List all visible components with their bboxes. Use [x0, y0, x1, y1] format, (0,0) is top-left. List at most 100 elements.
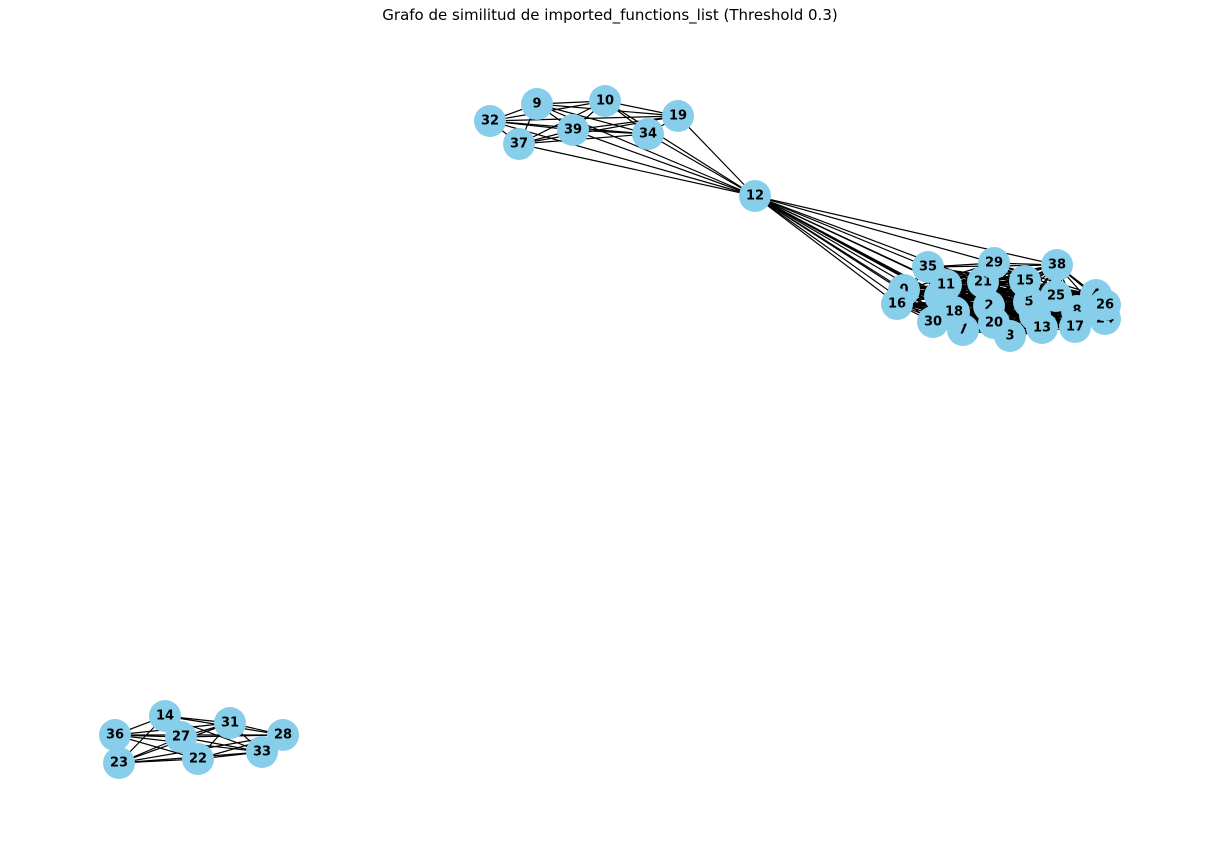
node-13: 13 — [1026, 312, 1058, 344]
node-25: 25 — [1040, 280, 1072, 312]
edge-12-21 — [754, 195, 984, 283]
node-circle-35 — [912, 251, 944, 283]
node-label-21: 21 — [974, 275, 992, 290]
node-label-7: 7 — [958, 323, 967, 338]
node-label-5: 5 — [1024, 295, 1033, 310]
node-32: 32 — [474, 105, 506, 137]
edge-12-29 — [754, 195, 995, 264]
edge-12-18 — [754, 195, 955, 313]
node-31: 31 — [214, 707, 246, 739]
node-label-19: 19 — [669, 109, 687, 124]
node-34: 34 — [632, 118, 664, 150]
node-16: 16 — [881, 288, 913, 320]
node-circle-10 — [589, 85, 621, 117]
node-label-22: 22 — [189, 752, 207, 767]
node-circle-25 — [1040, 280, 1072, 312]
node-23: 23 — [103, 747, 135, 779]
edge-12-37 — [518, 143, 756, 197]
node-label-20: 20 — [985, 316, 1003, 331]
node-17: 17 — [1059, 311, 1091, 343]
node-36: 36 — [99, 719, 131, 751]
node-label-11: 11 — [937, 278, 955, 293]
edge-layer — [114, 100, 1106, 764]
node-label-15: 15 — [1016, 274, 1034, 289]
node-29: 29 — [978, 247, 1010, 279]
node-circle-34 — [632, 118, 664, 150]
node-label-30: 30 — [924, 315, 942, 330]
node-33: 33 — [246, 736, 278, 768]
node-label-23: 23 — [110, 756, 128, 771]
node-circle-19 — [662, 100, 694, 132]
node-label-3: 3 — [1005, 329, 1014, 344]
node-label-18: 18 — [945, 305, 963, 320]
edge-12-32 — [489, 120, 756, 197]
node-20: 20 — [978, 307, 1010, 339]
node-circle-38 — [1041, 249, 1073, 281]
node-label-13: 13 — [1033, 321, 1051, 336]
node-layer: 0123456789101112131415161718192021222324… — [99, 85, 1121, 779]
node-label-8: 8 — [1072, 304, 1081, 319]
node-circle-27 — [165, 721, 197, 753]
node-label-36: 36 — [106, 728, 124, 743]
edge-12-35 — [754, 195, 929, 268]
node-circle-17 — [1059, 311, 1091, 343]
node-label-26: 26 — [1096, 298, 1114, 313]
node-label-38: 38 — [1048, 258, 1066, 273]
node-circle-30 — [917, 306, 949, 338]
node-label-34: 34 — [639, 127, 657, 142]
node-label-25: 25 — [1047, 289, 1065, 304]
chart-title: Grafo de similitud de imported_functions… — [382, 6, 838, 24]
node-circle-37 — [503, 128, 535, 160]
node-15: 15 — [1009, 265, 1041, 297]
node-label-16: 16 — [888, 297, 906, 312]
node-label-17: 17 — [1066, 320, 1084, 335]
node-circle-29 — [978, 247, 1010, 279]
edge-12-16 — [754, 195, 898, 305]
node-label-2: 2 — [984, 299, 993, 314]
node-37: 37 — [503, 128, 535, 160]
node-label-39: 39 — [564, 123, 582, 138]
node-12: 12 — [739, 180, 771, 212]
node-circle-16 — [881, 288, 913, 320]
node-27: 27 — [165, 721, 197, 753]
node-30: 30 — [917, 306, 949, 338]
node-label-33: 33 — [253, 745, 271, 760]
edge-12-19 — [677, 115, 756, 197]
node-circle-12 — [739, 180, 771, 212]
node-label-31: 31 — [221, 716, 239, 731]
node-label-35: 35 — [919, 260, 937, 275]
node-circle-20 — [978, 307, 1010, 339]
node-circle-13 — [1026, 312, 1058, 344]
node-circle-23 — [103, 747, 135, 779]
edge-12-10 — [604, 100, 756, 197]
node-22: 22 — [182, 743, 214, 775]
edge-12-39 — [572, 129, 756, 197]
node-circle-22 — [182, 743, 214, 775]
node-circle-36 — [99, 719, 131, 751]
node-circle-39 — [557, 114, 589, 146]
node-39: 39 — [557, 114, 589, 146]
node-label-37: 37 — [510, 137, 528, 152]
edge-12-34 — [647, 133, 756, 197]
node-label-12: 12 — [746, 189, 764, 204]
edge-19-39 — [572, 115, 679, 131]
node-label-14: 14 — [156, 709, 174, 724]
node-label-32: 32 — [481, 114, 499, 129]
node-10: 10 — [589, 85, 621, 117]
node-38: 38 — [1041, 249, 1073, 281]
node-circle-31 — [214, 707, 246, 739]
node-label-29: 29 — [985, 256, 1003, 271]
node-9: 9 — [521, 88, 553, 120]
node-label-10: 10 — [596, 94, 614, 109]
node-circle-15 — [1009, 265, 1041, 297]
node-35: 35 — [912, 251, 944, 283]
node-label-28: 28 — [274, 728, 292, 743]
node-label-9: 9 — [532, 97, 541, 112]
node-label-27: 27 — [172, 730, 190, 745]
node-circle-32 — [474, 105, 506, 137]
node-19: 19 — [662, 100, 694, 132]
node-circle-33 — [246, 736, 278, 768]
node-26: 26 — [1089, 289, 1121, 321]
node-circle-9 — [521, 88, 553, 120]
